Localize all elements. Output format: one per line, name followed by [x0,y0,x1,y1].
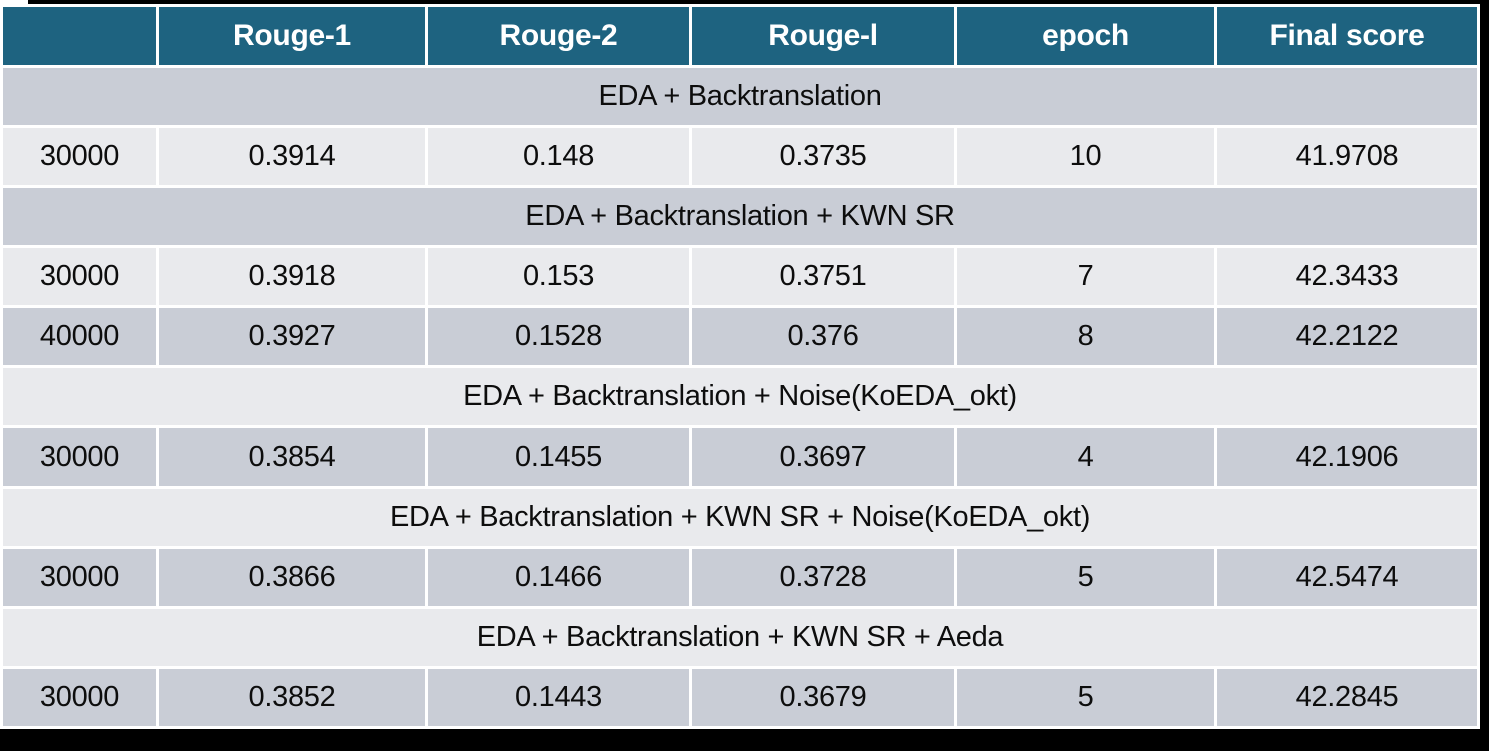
data-cell: 0.3854 [159,428,425,486]
data-cell: 0.1466 [428,548,689,606]
section-row: EDA + Backtranslation + Noise(KoEDA_okt) [3,368,1477,426]
data-cell: 42.2845 [1217,668,1477,726]
data-cell: 30000 [3,428,156,486]
data-cell: 0.1455 [428,428,689,486]
data-cell: 5 [957,668,1214,726]
column-header-epoch: epoch [957,7,1214,65]
data-cell: 30000 [3,248,156,306]
data-cell: 40000 [3,308,156,366]
section-row: EDA + Backtranslation + KWN SR + Aeda [3,608,1477,666]
data-cell: 0.3735 [692,128,954,186]
column-header-blank [3,7,156,65]
data-cell: 30000 [3,128,156,186]
data-cell: 30000 [3,548,156,606]
data-cell: 5 [957,548,1214,606]
data-row: 30000 0.3852 0.1443 0.3679 5 42.2845 [3,668,1477,726]
data-cell: 42.1906 [1217,428,1477,486]
data-cell: 0.376 [692,308,954,366]
data-row: 30000 0.3914 0.148 0.3735 10 41.9708 [3,128,1477,186]
column-header-final-score: Final score [1217,7,1477,65]
data-cell: 42.3433 [1217,248,1477,306]
section-title: EDA + Backtranslation + KWN SR [3,188,1477,246]
data-row: 30000 0.3918 0.153 0.3751 7 42.3433 [3,248,1477,306]
section-title: EDA + Backtranslation + KWN SR + Aeda [3,608,1477,666]
data-row: 40000 0.3927 0.1528 0.376 8 42.2122 [3,308,1477,366]
data-cell: 0.1528 [428,308,689,366]
data-cell: 41.9708 [1217,128,1477,186]
data-cell: 0.3697 [692,428,954,486]
data-cell: 0.1443 [428,668,689,726]
data-cell: 0.3751 [692,248,954,306]
data-cell: 0.3918 [159,248,425,306]
data-cell: 0.3852 [159,668,425,726]
data-cell: 0.3728 [692,548,954,606]
section-row: EDA + Backtranslation [3,68,1477,126]
data-cell: 0.3927 [159,308,425,366]
section-title: EDA + Backtranslation [3,68,1477,126]
section-title: EDA + Backtranslation + Noise(KoEDA_okt) [3,368,1477,426]
results-table: Rouge-1 Rouge-2 Rouge-l epoch Final scor… [0,4,1480,729]
data-row: 30000 0.3866 0.1466 0.3728 5 42.5474 [3,548,1477,606]
frame-top-border [28,0,1483,4]
data-cell: 42.2122 [1217,308,1477,366]
frame-bottom-border [0,729,1489,751]
column-header-rouge-l: Rouge-l [692,7,954,65]
data-cell: 0.3914 [159,128,425,186]
data-cell: 7 [957,248,1214,306]
section-row: EDA + Backtranslation + KWN SR [3,188,1477,246]
data-cell: 30000 [3,668,156,726]
data-cell: 4 [957,428,1214,486]
data-cell: 42.5474 [1217,548,1477,606]
data-cell: 10 [957,128,1214,186]
header-row: Rouge-1 Rouge-2 Rouge-l epoch Final scor… [3,7,1477,65]
column-header-rouge-2: Rouge-2 [428,7,689,65]
data-cell: 8 [957,308,1214,366]
data-cell: 0.148 [428,128,689,186]
data-cell: 0.3679 [692,668,954,726]
data-row: 30000 0.3854 0.1455 0.3697 4 42.1906 [3,428,1477,486]
section-row: EDA + Backtranslation + KWN SR + Noise(K… [3,488,1477,546]
data-cell: 0.3866 [159,548,425,606]
data-cell: 0.153 [428,248,689,306]
frame-right-border [1480,0,1489,751]
section-title: EDA + Backtranslation + KWN SR + Noise(K… [3,488,1477,546]
column-header-rouge-1: Rouge-1 [159,7,425,65]
